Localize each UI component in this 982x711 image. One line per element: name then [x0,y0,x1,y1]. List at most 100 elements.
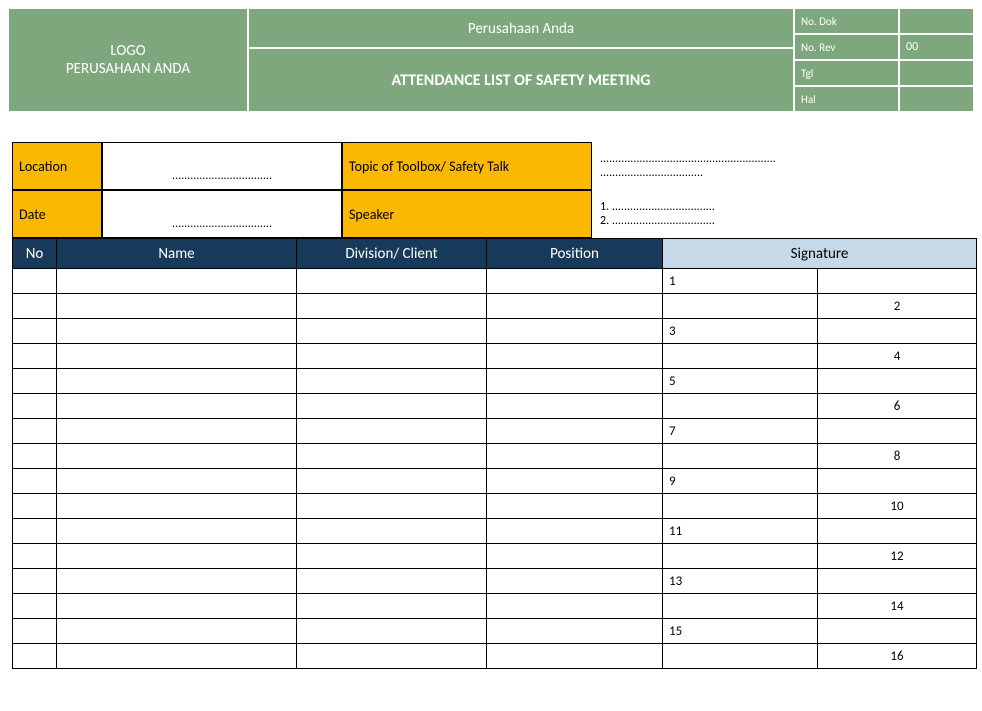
cell-no[interactable] [13,369,57,394]
cell-division[interactable] [297,269,487,294]
cell-signature-left[interactable]: 3 [663,319,818,344]
cell-signature-right[interactable]: 10 [818,494,977,519]
cell-division[interactable] [297,619,487,644]
cell-signature-right[interactable] [818,369,977,394]
cell-no[interactable] [13,544,57,569]
cell-signature-right[interactable] [818,269,977,294]
cell-signature-left[interactable]: 13 [663,569,818,594]
cell-signature-left[interactable]: 15 [663,619,818,644]
cell-division[interactable] [297,444,487,469]
cell-position[interactable] [487,369,663,394]
cell-position[interactable] [487,494,663,519]
location-field[interactable]: ................................. [102,142,342,190]
cell-position[interactable] [487,394,663,419]
cell-name[interactable] [57,619,297,644]
cell-name[interactable] [57,594,297,619]
cell-position[interactable] [487,469,663,494]
cell-signature-right[interactable]: 2 [818,294,977,319]
cell-no[interactable] [13,619,57,644]
cell-name[interactable] [57,519,297,544]
cell-signature-left[interactable]: 7 [663,419,818,444]
cell-position[interactable] [487,269,663,294]
cell-division[interactable] [297,469,487,494]
topic-field[interactable]: ........................................… [592,142,976,190]
cell-position[interactable] [487,619,663,644]
cell-name[interactable] [57,494,297,519]
cell-no[interactable] [13,394,57,419]
cell-name[interactable] [57,544,297,569]
cell-no[interactable] [13,594,57,619]
cell-division[interactable] [297,569,487,594]
cell-signature-left[interactable] [663,594,818,619]
cell-signature-left[interactable] [663,344,818,369]
cell-signature-right[interactable]: 16 [818,644,977,669]
cell-no[interactable] [13,519,57,544]
cell-position[interactable] [487,344,663,369]
cell-signature-left[interactable] [663,294,818,319]
cell-signature-left[interactable] [663,644,818,669]
cell-name[interactable] [57,469,297,494]
cell-signature-right[interactable] [818,569,977,594]
cell-division[interactable] [297,644,487,669]
cell-name[interactable] [57,294,297,319]
cell-division[interactable] [297,419,487,444]
cell-no[interactable] [13,294,57,319]
cell-signature-right[interactable]: 8 [818,444,977,469]
cell-signature-right[interactable] [818,619,977,644]
cell-signature-right[interactable] [818,319,977,344]
cell-signature-left[interactable] [663,494,818,519]
cell-division[interactable] [297,294,487,319]
cell-signature-right[interactable] [818,519,977,544]
cell-name[interactable] [57,444,297,469]
cell-division[interactable] [297,394,487,419]
cell-division[interactable] [297,344,487,369]
cell-signature-left[interactable]: 9 [663,469,818,494]
cell-name[interactable] [57,369,297,394]
cell-signature-right[interactable]: 6 [818,394,977,419]
cell-no[interactable] [13,569,57,594]
cell-no[interactable] [13,644,57,669]
cell-position[interactable] [487,594,663,619]
cell-division[interactable] [297,594,487,619]
cell-position[interactable] [487,644,663,669]
cell-position[interactable] [487,419,663,444]
cell-name[interactable] [57,269,297,294]
cell-position[interactable] [487,319,663,344]
cell-division[interactable] [297,369,487,394]
cell-name[interactable] [57,344,297,369]
cell-signature-left[interactable]: 11 [663,519,818,544]
date-field[interactable]: ................................. [102,190,342,238]
cell-no[interactable] [13,419,57,444]
cell-position[interactable] [487,444,663,469]
cell-division[interactable] [297,319,487,344]
cell-position[interactable] [487,544,663,569]
cell-signature-left[interactable]: 5 [663,369,818,394]
cell-no[interactable] [13,319,57,344]
cell-no[interactable] [13,494,57,519]
cell-no[interactable] [13,269,57,294]
speaker-field[interactable]: 1. .................................. 2.… [592,190,976,238]
cell-position[interactable] [487,294,663,319]
cell-signature-right[interactable]: 14 [818,594,977,619]
cell-name[interactable] [57,419,297,444]
cell-no[interactable] [13,469,57,494]
cell-signature-right[interactable]: 12 [818,544,977,569]
cell-position[interactable] [487,519,663,544]
cell-no[interactable] [13,344,57,369]
cell-no[interactable] [13,444,57,469]
cell-name[interactable] [57,644,297,669]
cell-name[interactable] [57,569,297,594]
cell-name[interactable] [57,394,297,419]
cell-division[interactable] [297,519,487,544]
cell-signature-left[interactable] [663,394,818,419]
cell-position[interactable] [487,569,663,594]
cell-signature-left[interactable] [663,544,818,569]
cell-division[interactable] [297,494,487,519]
cell-name[interactable] [57,319,297,344]
cell-division[interactable] [297,544,487,569]
cell-signature-right[interactable] [818,469,977,494]
cell-signature-left[interactable]: 1 [663,269,818,294]
cell-signature-right[interactable] [818,419,977,444]
cell-signature-left[interactable] [663,444,818,469]
cell-signature-right[interactable]: 4 [818,344,977,369]
